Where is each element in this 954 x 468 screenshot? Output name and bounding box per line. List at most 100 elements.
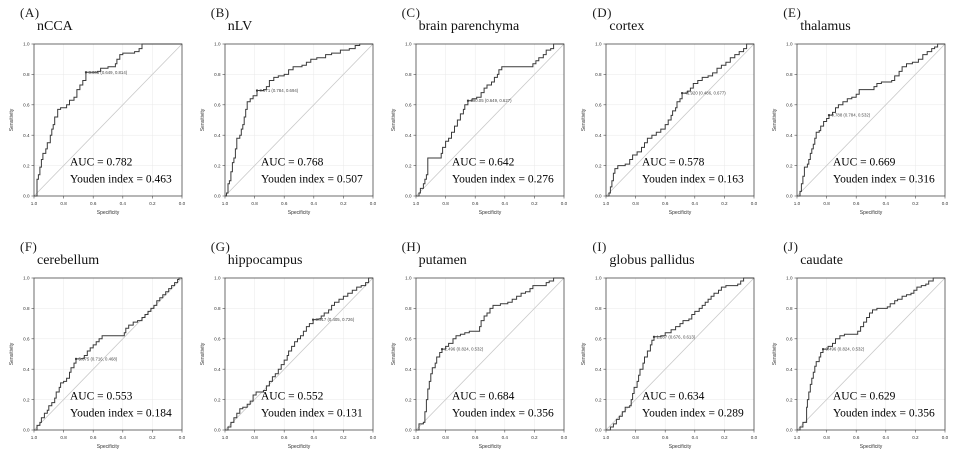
youden-index-text: Youden index = 0.356 — [833, 408, 935, 420]
x-tick-label: 1.0 — [222, 435, 229, 440]
roc-curve — [606, 277, 755, 431]
auc-value-text: AUC = 0.684 — [452, 391, 515, 403]
x-tick-label: 1.0 — [794, 201, 801, 206]
panel-title: nLV — [227, 19, 253, 34]
roc-curve — [34, 43, 182, 197]
chance-diagonal-line — [796, 43, 946, 197]
panel-header: (H) putamen — [382, 234, 573, 270]
youden-index-text: Youden index = 0.507 — [261, 174, 363, 186]
cutoff-point-marker — [681, 92, 684, 95]
panel-letter-label: (E) — [783, 5, 802, 20]
x-tick-label: 0.8 — [633, 201, 640, 206]
x-axis-label: Specificity — [97, 210, 120, 216]
x-tick-label: 0.4 — [692, 201, 699, 206]
x-tick-label: 0.6 — [472, 435, 479, 440]
y-tick-label: 0.6 — [596, 103, 603, 108]
panel-title: thalamus — [800, 19, 851, 34]
x-tick-label: 0.0 — [370, 201, 377, 206]
youden-index-text: Youden index = 0.289 — [642, 408, 744, 420]
roc-plot: 0.517 (0.405, 0.726)1.0 0.8 0.6 0.4 0.2 0.00.… — [200, 276, 377, 450]
y-axis-ticks: 0.0 0.2 0.4 0.6 0.8 1.0 — [405, 42, 416, 199]
panel-letter-label: (H) — [401, 239, 422, 254]
y-tick-label: 0.4 — [786, 133, 793, 138]
auc-value-text: AUC = 0.578 — [642, 157, 705, 169]
y-tick-label: 0.6 — [405, 337, 412, 342]
cutoff-point-marker — [466, 99, 469, 102]
y-tick-label: 0.2 — [786, 163, 793, 168]
y-tick-label: 0.2 — [23, 397, 30, 402]
panel-letter-label: (D) — [592, 5, 612, 20]
y-axis-label: Sensitivity — [9, 342, 15, 365]
y-tick-label: 1.0 — [786, 276, 793, 281]
x-tick-label: 0.6 — [90, 201, 97, 206]
y-tick-label: 0.8 — [214, 72, 221, 77]
roc-plot: 2.496 (0.824, 0.532)1.0 0.8 0.6 0.4 0.2 0.00.… — [391, 276, 568, 450]
y-tick-label: 0.4 — [23, 367, 30, 372]
roc-plot: 5.675 (0.716, 0.468)1.0 0.8 0.6 0.4 0.2 0.00.… — [9, 276, 186, 450]
panel-header: (A) nCCA — [0, 0, 191, 36]
y-tick-label: 0.6 — [23, 103, 30, 108]
cutoff-annotation: 5.675 (0.716, 0.468) — [79, 356, 118, 361]
y-tick-label: 0.8 — [596, 306, 603, 311]
chance-diagonal-line — [224, 43, 374, 197]
y-axis-label: Sensitivity — [772, 342, 778, 365]
roc-curve — [606, 43, 755, 197]
plot-frame — [224, 43, 374, 197]
x-tick-label: 0.8 — [251, 201, 258, 206]
x-tick-label: 0.6 — [853, 435, 860, 440]
panel-letter-label: (B) — [210, 5, 230, 20]
y-tick-label: 0.0 — [786, 428, 793, 433]
x-tick-label: 0.8 — [824, 435, 831, 440]
chance-diagonal-line — [796, 277, 946, 431]
y-axis-label: Sensitivity — [391, 108, 397, 131]
y-axis-ticks: 0.0 0.2 0.4 0.6 0.8 1.0 — [214, 42, 225, 199]
panel-header: (C) brain parenchyma — [382, 0, 573, 36]
auc-value-text: AUC = 0.553 — [70, 391, 133, 403]
chance-diagonal-line — [33, 43, 183, 197]
panel-letter-label: (G) — [210, 239, 231, 254]
y-tick-label: 0.0 — [596, 428, 603, 433]
x-tick-label: 0.2 — [149, 201, 156, 206]
x-tick-label: 0.8 — [824, 201, 831, 206]
cutoff-annotation: 0.788 (0.784, 0.532) — [832, 113, 871, 118]
cutoff-annotation: 0.971 (0.784, 0.694) — [259, 88, 298, 93]
roc-panel-a: (A) nCCA 3.005 (0.649, 0.814) 1.0 0.8 0.6 0.… — [0, 0, 191, 234]
cutoff-point-marker — [822, 348, 825, 351]
youden-index-text: Youden index = 0.184 — [70, 408, 172, 420]
roc-plot: 41.920 (0.486, 0.677)1.0 0.8 0.6 0.4 0.2 0.00… — [581, 42, 758, 216]
auc-value-text: AUC = 0.629 — [833, 391, 896, 403]
roc-panel-e: (E) thalamus 0.788 (0.784, 0.532) 1.0 0.8 0… — [763, 0, 954, 234]
x-tick-label: 0.4 — [310, 201, 317, 206]
x-tick-label: 0.8 — [633, 435, 640, 440]
panel-letter-label: (F) — [20, 239, 38, 254]
roc-panel-i: (I) globus pallidus 1.267 (0.676, 0.613)… — [572, 234, 763, 468]
x-tick-label: 0.2 — [340, 435, 347, 440]
chance-diagonal-line — [415, 277, 564, 431]
y-tick-label: 0.0 — [214, 428, 221, 433]
x-axis-ticks: 1.0 0.8 0.6 0.4 0.2 0.0 — [412, 196, 567, 206]
x-tick-label: 0.6 — [662, 435, 669, 440]
auc-value-text: AUC = 0.669 — [833, 157, 896, 169]
x-tick-label: 1.0 — [412, 201, 419, 206]
auc-value-text: AUC = 0.552 — [261, 391, 324, 403]
x-tick-label: 0.2 — [340, 201, 347, 206]
x-axis-ticks: 1.0 0.8 0.6 0.4 0.2 0.0 — [222, 196, 377, 206]
x-tick-label: 0.8 — [60, 201, 67, 206]
y-tick-label: 0.6 — [596, 337, 603, 342]
y-tick-label: 0.6 — [23, 337, 30, 342]
y-tick-label: 0.0 — [23, 428, 30, 433]
plot-frame — [33, 43, 183, 197]
chance-diagonal-line — [33, 277, 183, 431]
y-axis-ticks: 0.0 0.2 0.4 0.6 0.8 1.0 — [23, 276, 34, 433]
x-tick-label: 0.8 — [251, 435, 258, 440]
y-tick-label: 0.2 — [405, 163, 412, 168]
x-tick-label: 0.2 — [531, 435, 538, 440]
y-axis-ticks: 0.0 0.2 0.4 0.6 0.8 1.0 — [786, 276, 798, 433]
x-tick-label: 0.0 — [751, 435, 758, 440]
x-tick-label: 0.4 — [501, 201, 508, 206]
y-tick-label: 0.4 — [214, 133, 221, 138]
cutoff-annotation: 1.267 (0.676, 0.613) — [657, 334, 696, 339]
panel-letter-label: (J) — [783, 239, 799, 254]
youden-index-text: Youden index = 0.163 — [642, 174, 744, 186]
